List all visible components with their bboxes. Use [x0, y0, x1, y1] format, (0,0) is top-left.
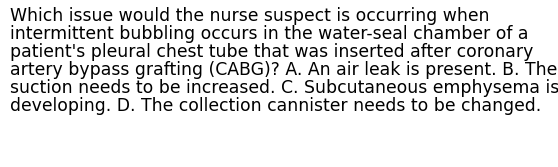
Text: Which issue would the nurse suspect is occurring when
intermittent bubbling occu: Which issue would the nurse suspect is o…	[10, 7, 558, 115]
